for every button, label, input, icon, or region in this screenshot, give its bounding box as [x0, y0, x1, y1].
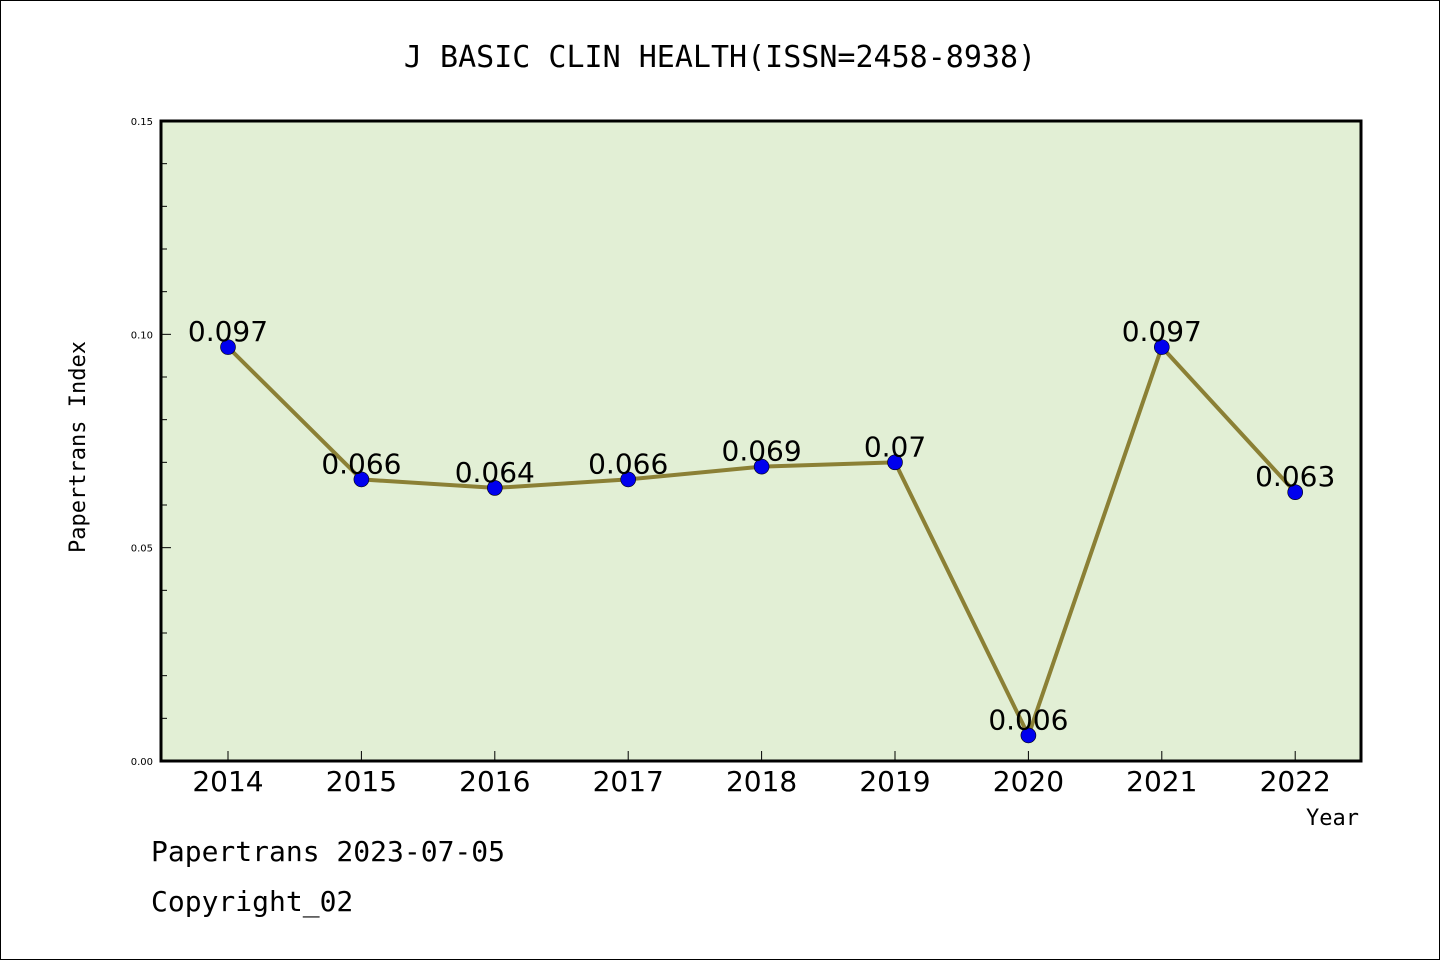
data-point: [1287, 484, 1303, 501]
x-tick-label: 2022: [1260, 765, 1331, 798]
footer-copyright: Copyright_02: [151, 885, 354, 918]
data-point: [887, 454, 903, 471]
data-point: [620, 471, 637, 488]
x-tick-label: 2017: [593, 765, 664, 798]
plot-area: [159, 119, 1363, 763]
x-tick-label: 2021: [1126, 765, 1197, 798]
chart-title: J BASIC CLIN HEALTH(ISSN=2458-8938): [404, 40, 1036, 75]
x-tick-label: 2018: [726, 765, 797, 798]
data-label: 0.097: [188, 315, 268, 348]
data-point: [220, 339, 236, 355]
y-axis-label: Papertrans Index: [66, 341, 91, 553]
data-label: 0.097: [1122, 315, 1202, 348]
data-label: 0.066: [321, 447, 401, 480]
y-tick-label: 0.00: [131, 757, 153, 768]
x-tick-label: 2019: [859, 765, 930, 798]
data-label: 0.07: [864, 430, 926, 463]
y-tick-label: 0.05: [131, 544, 153, 555]
y-axis-ticks: 0.00 0.05 0.10 0.15: [131, 117, 171, 768]
data-label: 0.069: [722, 435, 802, 468]
y-tick-label: 0.15: [131, 117, 153, 128]
data-label: 0.064: [455, 456, 535, 489]
data-labels: 0.097 0.066 0.064 0.066 0.069 0.07 0.006 0.097 0…: [188, 315, 1335, 736]
x-tick-label: 2015: [326, 765, 397, 798]
x-tick-label: 2020: [993, 765, 1064, 798]
x-axis-ticks: 2014 2015 2016 2017 2018 2019 2020 2021 2022: [192, 751, 1331, 798]
x-tick-label: 2014: [192, 765, 263, 798]
data-point: [1020, 727, 1037, 744]
data-label: 0.066: [588, 447, 668, 480]
data-point: [1154, 339, 1170, 355]
data-markers: [220, 339, 1303, 744]
y-tick-label: 0.10: [131, 330, 153, 341]
x-axis-label: Year: [1306, 806, 1359, 831]
data-point: [753, 458, 770, 475]
x-tick-label: 2016: [459, 765, 530, 798]
footer-date: Papertrans 2023-07-05: [151, 835, 506, 868]
data-point: [486, 480, 503, 496]
data-label: 0.006: [988, 703, 1068, 736]
data-point: [353, 471, 370, 488]
data-label: 0.063: [1255, 460, 1335, 493]
